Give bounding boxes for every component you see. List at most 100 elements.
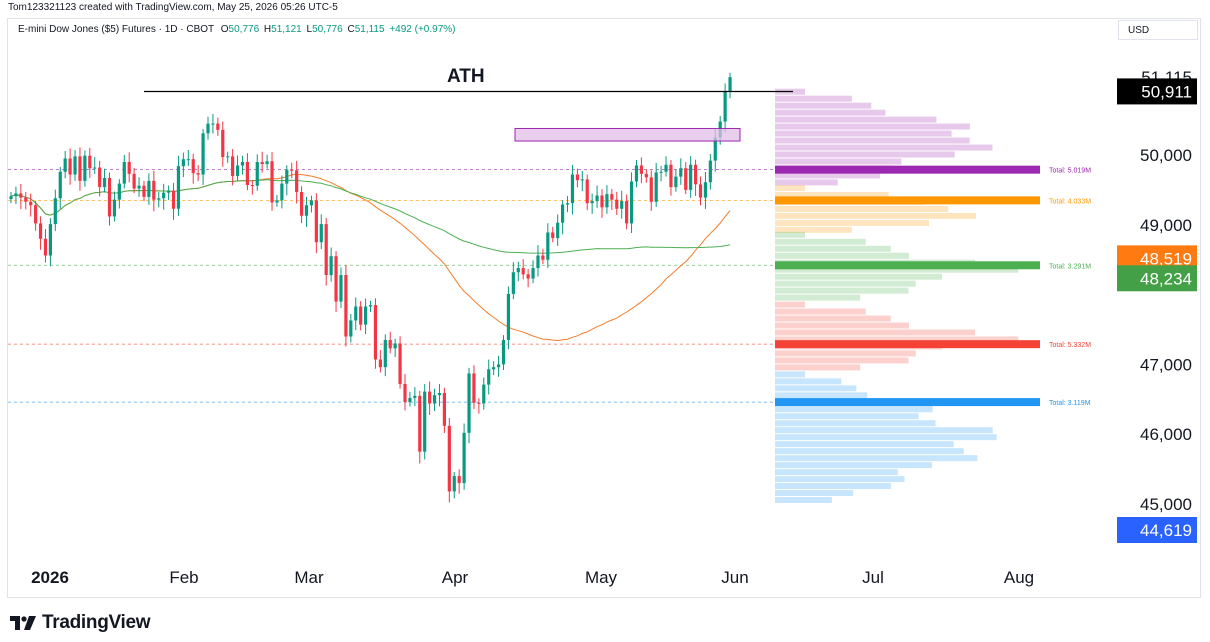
symbol-legend: E-mini Dow Jones ($5) Futures · 1D · CBO… [18, 24, 456, 35]
x-tick-label-0: 2026 [31, 568, 69, 587]
candle-body [556, 222, 560, 239]
volume-profile-bar [775, 294, 861, 301]
candle-body [585, 179, 589, 204]
candle-body [359, 306, 363, 325]
volume-profile-bar [775, 151, 955, 158]
candle-body [127, 161, 131, 174]
moving-average-slow-line [10, 179, 731, 254]
candle-body [487, 369, 491, 385]
volume-profile-bar [775, 378, 842, 385]
candle-body [570, 174, 575, 204]
volume-profile-bar [775, 266, 1019, 273]
candle-body [181, 159, 185, 167]
candle-body [275, 200, 279, 203]
candle-body [9, 196, 13, 199]
candle-body [152, 180, 156, 200]
volume-profile-bar [775, 226, 852, 233]
candle-body [24, 197, 28, 202]
candle-body [703, 182, 708, 198]
volume-profile-bar [775, 252, 909, 259]
candle-body [496, 364, 501, 368]
candle-body [620, 201, 624, 209]
volume-profile-bar [775, 427, 993, 434]
candle-body [457, 476, 461, 484]
y-tick-label-5: 45,000 [1140, 495, 1192, 514]
candle-body [58, 171, 62, 199]
x-tick-label-2: Mar [294, 568, 324, 587]
y-tick-label-1: 50,000 [1140, 146, 1192, 165]
price-label-1: 48,519 [1140, 249, 1192, 268]
y-tick-label-4: 46,000 [1140, 425, 1192, 444]
volume-total-label-4: Total: 3.119M [1049, 400, 1091, 407]
close-label: C [347, 24, 355, 35]
candle-body [492, 367, 496, 370]
x-tick-label-4: May [585, 568, 618, 587]
volume-total-label-3: Total: 5.332M [1049, 342, 1091, 349]
candle-body [546, 232, 550, 260]
candle-body [605, 194, 609, 208]
candle-body [38, 223, 43, 239]
candle-body [664, 164, 668, 172]
candle-body [383, 339, 387, 368]
open-label: O [220, 24, 229, 35]
candle-body [728, 77, 732, 92]
candle-body [14, 193, 18, 197]
candle-body [615, 199, 619, 209]
volume-profile-bar [775, 245, 891, 252]
candle-body [93, 167, 97, 169]
volume-profile-bar [775, 109, 886, 116]
volume-profile-bar [775, 413, 919, 420]
candle-body [171, 190, 176, 209]
volume-profile-bar [775, 238, 866, 245]
candle-body [565, 203, 570, 205]
volume-profile-bar [775, 315, 891, 322]
y-tick-label-3: 47,000 [1140, 355, 1192, 374]
candle-body [364, 306, 368, 325]
currency-button[interactable]: USD [1118, 20, 1198, 40]
candle-body [437, 393, 442, 396]
candle-body [176, 166, 181, 209]
candle-body [354, 306, 358, 321]
y-tick-label-2: 49,000 [1140, 216, 1192, 235]
candle-body [122, 161, 126, 184]
candle-body [186, 159, 190, 161]
candle-body [162, 192, 166, 199]
candle-body [378, 359, 382, 368]
candle-body [659, 171, 663, 173]
candle-body [679, 168, 683, 177]
candle-body [452, 476, 456, 492]
candle-body [53, 198, 57, 225]
candle-body [43, 238, 48, 256]
volume-profile-bar [775, 191, 889, 198]
candle-body [541, 255, 545, 260]
candle-body [398, 343, 402, 384]
price-label-box-2 [1117, 265, 1197, 292]
candle-body [226, 156, 230, 158]
volume-profile-bar [775, 172, 881, 179]
candle-body [334, 256, 338, 302]
symbol-title: E-mini Dow Jones ($5) Futures · 1D · CBO… [18, 24, 214, 35]
volume-profile-bar [775, 301, 805, 308]
volume-total-label-0: Total: 5.019M [1049, 168, 1091, 175]
candle-body [408, 397, 412, 403]
volume-profile-bar [775, 336, 1019, 343]
price-label-2: 48,234 [1140, 269, 1192, 288]
candle-body [107, 178, 112, 217]
candle-body [442, 393, 446, 426]
candle-body [595, 195, 599, 202]
candle-body [117, 183, 121, 200]
candle-body [580, 179, 584, 181]
volume-profile-bar [775, 357, 909, 364]
candle-body [639, 165, 643, 174]
tradingview-logo[interactable]: TradingView [10, 612, 151, 634]
volume-profile-bar [775, 273, 943, 280]
x-tick-label-3: Apr [442, 568, 469, 587]
candle-body [48, 224, 52, 256]
price-label-box-3 [1117, 517, 1197, 543]
candle-body [221, 129, 225, 158]
x-tick-label-5: Jun [721, 568, 748, 587]
volume-profile-bar [775, 308, 866, 315]
volume-profile-bar [775, 469, 898, 476]
candle-body [34, 205, 38, 224]
